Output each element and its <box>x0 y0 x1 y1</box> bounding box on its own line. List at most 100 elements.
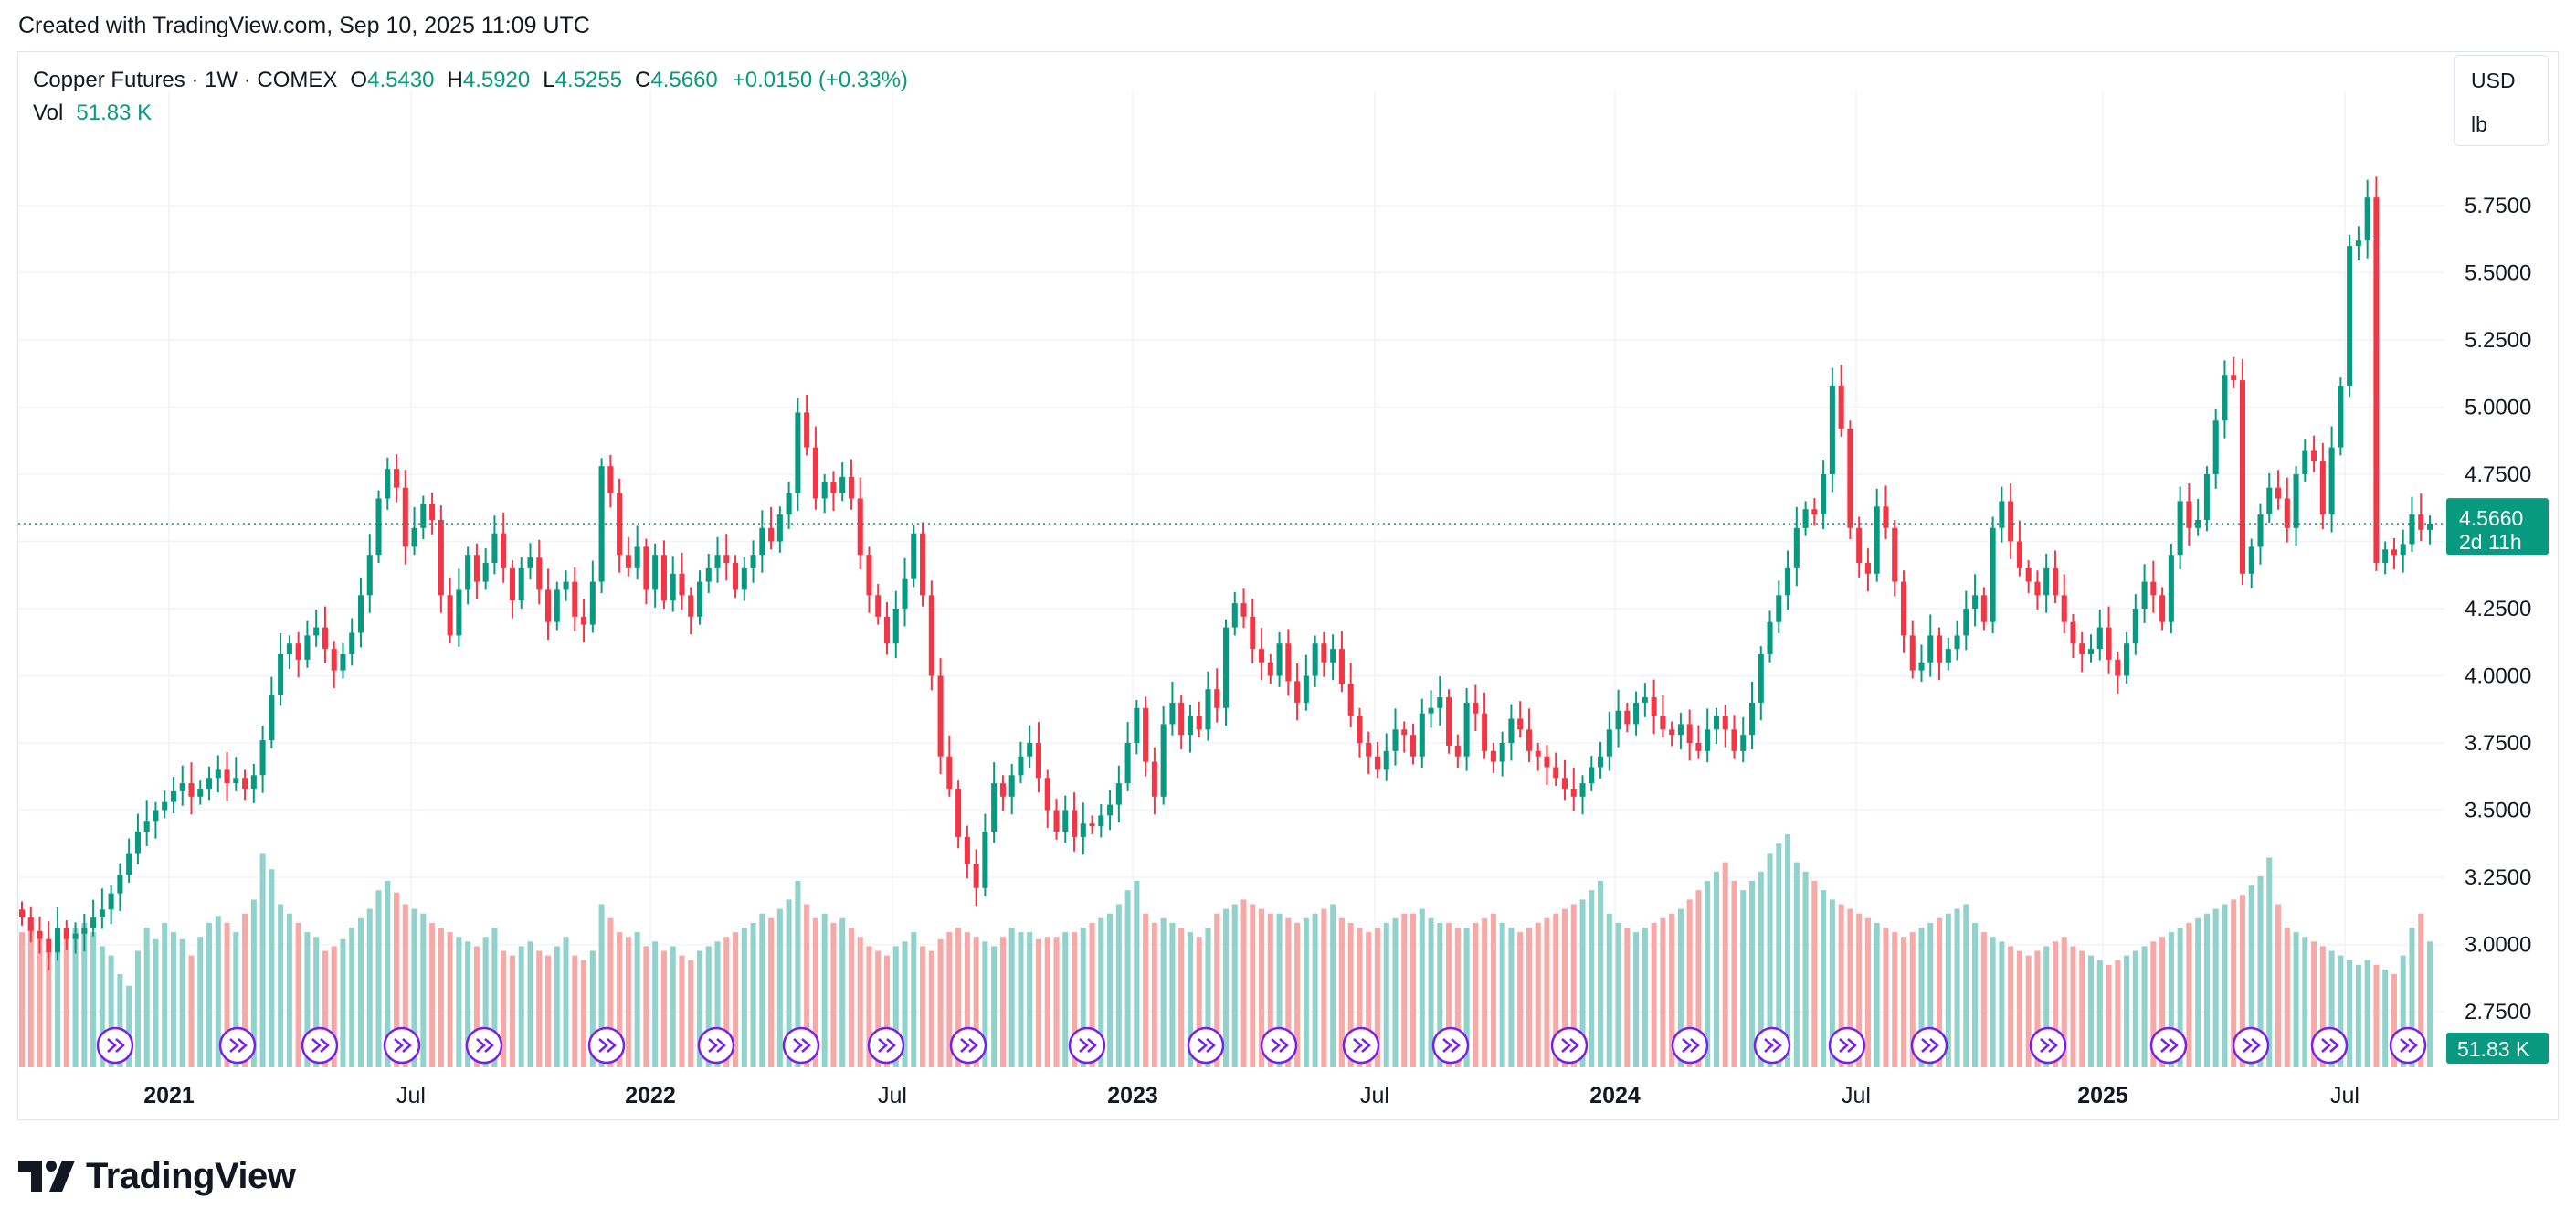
volume-bar <box>883 955 891 1067</box>
volume-bar <box>63 932 69 1067</box>
candle-body <box>1231 603 1238 628</box>
candle-body <box>1285 643 1292 682</box>
candle-body <box>2159 595 2166 622</box>
volume-bar <box>224 922 230 1067</box>
candle-body <box>759 527 765 556</box>
volume-bar <box>1999 941 2005 1067</box>
volume-bar <box>1900 937 1907 1067</box>
volume-bar <box>2159 937 2166 1067</box>
candle-body <box>357 595 364 633</box>
volume-bar <box>2096 960 2103 1067</box>
unit-label[interactable]: lb <box>2471 112 2487 136</box>
candle-body <box>768 527 775 542</box>
candle-body <box>162 801 168 811</box>
candle-body <box>215 769 221 779</box>
volume-bar <box>1330 904 1336 1067</box>
volume-bar <box>2168 932 2174 1067</box>
candle-body <box>688 595 694 617</box>
candle-body <box>821 482 828 499</box>
candle-body <box>2212 420 2219 474</box>
candle-body <box>634 546 640 568</box>
symbol-title[interactable]: Copper Futures · 1W · COMEX <box>33 68 338 92</box>
chart-frame[interactable] <box>17 51 2559 1120</box>
volume-bar <box>1937 917 1943 1067</box>
volume-bar <box>2212 908 2219 1067</box>
candle-body <box>429 504 436 520</box>
candle-body <box>2328 447 2335 515</box>
candle-body <box>46 938 52 953</box>
candle-body <box>660 555 667 601</box>
candle-body <box>839 476 846 493</box>
candle-body <box>153 810 159 822</box>
volume-bar <box>617 932 623 1067</box>
candle-body <box>2132 609 2138 644</box>
candle-body <box>99 909 105 918</box>
x-axis-tick-label: 2022 <box>625 1083 676 1108</box>
volume-bar <box>313 937 320 1067</box>
candle-body <box>1499 743 1505 762</box>
candle-body <box>1883 506 1889 528</box>
candle-body <box>964 836 970 864</box>
volume-bar <box>2409 928 2415 1067</box>
candle-body <box>1713 716 1719 730</box>
candle-body <box>1107 804 1114 816</box>
volume-bar <box>2355 964 2361 1067</box>
volume-bar <box>1864 917 1871 1067</box>
volume-bar <box>1713 871 1719 1067</box>
event-marker-arrow-icon <box>598 1038 617 1053</box>
candle-body <box>946 756 953 789</box>
volume-bar <box>902 941 908 1067</box>
volume-bar <box>1098 917 1104 1067</box>
y-axis-tick-label: 5.2500 <box>2465 328 2531 353</box>
candle-body <box>2409 514 2415 545</box>
tradingview-brand: TradingView <box>86 1155 296 1196</box>
event-marker-arrow-icon <box>2321 1038 2339 1053</box>
volume-bar <box>982 941 988 1067</box>
candle-body <box>1366 743 1372 757</box>
candle-body <box>1463 702 1470 757</box>
volume-bar <box>2186 922 2192 1067</box>
candle-body <box>72 933 79 939</box>
low-label: L <box>543 68 555 92</box>
volume-bar <box>1954 908 1960 1067</box>
candle-body <box>1963 609 1969 636</box>
event-marker-arrow-icon <box>229 1038 248 1053</box>
candle-body <box>1160 724 1167 797</box>
volume-bar <box>581 960 587 1067</box>
candle-body <box>795 412 801 493</box>
candle-body <box>2338 385 2344 448</box>
candle-body <box>920 533 926 596</box>
candle-body <box>1383 750 1389 770</box>
candle-body <box>733 563 739 590</box>
currency-unit-selector[interactable]: USD lb <box>2454 55 2549 146</box>
event-marker-arrow-icon <box>1921 1038 1939 1053</box>
volume-bar <box>2426 941 2433 1067</box>
volume-bar <box>2052 941 2058 1067</box>
candle-body <box>1767 621 1773 654</box>
candle-body <box>1357 716 1363 743</box>
volume-bar <box>723 937 730 1067</box>
currency-label[interactable]: USD <box>2471 69 2516 92</box>
volume-bar <box>2391 974 2397 1067</box>
volume-bar <box>964 932 970 1067</box>
volume-bar <box>1151 922 1157 1067</box>
candle-body <box>1062 810 1069 832</box>
candle-body <box>1392 729 1399 751</box>
volume-bar <box>1482 917 1488 1067</box>
candle-body <box>1044 778 1050 811</box>
volume-bar <box>1758 871 1764 1067</box>
candle-body <box>2070 621 2076 644</box>
x-axis-tick-label: Jul <box>1842 1083 1871 1108</box>
candle-body <box>1633 702 1640 725</box>
tradingview-logo[interactable]: TradingView <box>18 1153 296 1199</box>
volume-bar <box>1927 922 1934 1067</box>
volume-bar <box>776 908 783 1067</box>
volume-bar <box>366 908 373 1067</box>
volume-bar <box>2418 913 2424 1067</box>
candle-body <box>696 581 703 617</box>
volume-bar <box>2248 885 2254 1067</box>
candle-body <box>2079 643 2085 654</box>
volume-bar <box>625 937 631 1067</box>
candle-body <box>126 853 132 875</box>
